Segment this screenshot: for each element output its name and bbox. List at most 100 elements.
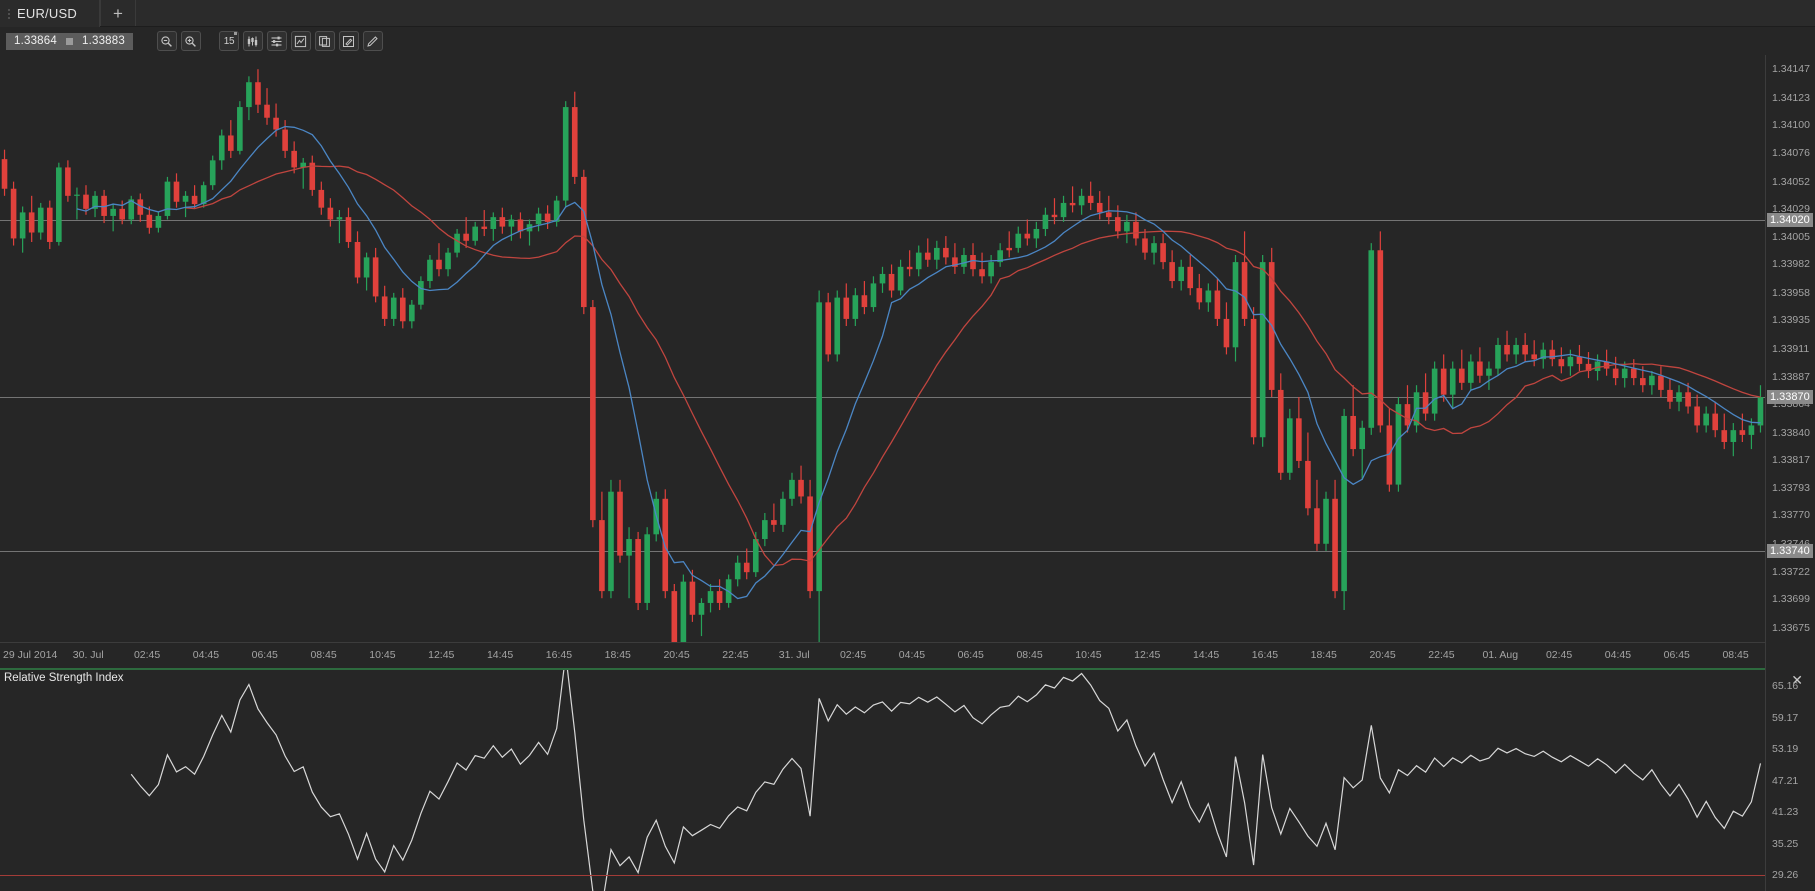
- pane-splitter[interactable]: [0, 668, 1765, 670]
- tab-grip-icon: [8, 8, 10, 19]
- time-axis-tick: 04:45: [898, 649, 926, 661]
- price-axis-tick: 1.33887: [1772, 370, 1810, 383]
- tab-label: EUR/USD: [17, 6, 77, 21]
- zoom-out-icon: [161, 35, 173, 47]
- time-axis-tick: 18:45: [604, 649, 631, 661]
- ask-price: 1.33883: [81, 35, 125, 47]
- price-quote: 1.33864 1.33883: [6, 32, 133, 50]
- time-axis-tick: 14:45: [1192, 649, 1220, 661]
- price-axis[interactable]: 1.34147 1.34123 1.34100 1.34076 1.34052 1.340…: [1765, 55, 1815, 668]
- rsi-panel: Relative Strength Index ✕ 65.16 59.17 53.1…: [0, 668, 1815, 891]
- time-axis-tick: 20:45: [663, 649, 690, 661]
- chart-toolbar: 1.33864 1.33883 15: [0, 27, 1815, 55]
- time-axis[interactable]: 29 Jul 2014 30. Jul 02:45 04:45 06:45 08:45 10…: [0, 642, 1765, 668]
- price-axis-tick: 1.33911: [1772, 342, 1810, 355]
- price-axis-tick: 1.33722: [1772, 566, 1810, 579]
- time-axis-tick: 22:45: [722, 649, 749, 661]
- price-axis-tick: 1.33982: [1772, 258, 1810, 271]
- rsi-series: [130, 670, 1762, 891]
- rsi-plot-area[interactable]: [0, 670, 1765, 891]
- rsi-axis-tick: 59.17: [1772, 711, 1799, 724]
- indicators-button[interactable]: [290, 31, 311, 51]
- price-axis-tick: 1.33699: [1772, 593, 1810, 606]
- price-label-tag: 1.34020: [1767, 212, 1813, 227]
- time-axis-tick: 30. Jul: [72, 649, 104, 661]
- bid-price: 1.33864: [14, 35, 57, 47]
- rsi-axis-tick: 65.16: [1772, 680, 1799, 693]
- rsi-level-line: [0, 875, 1765, 877]
- indicator-icon: [295, 35, 307, 47]
- annotate-button[interactable]: [338, 31, 359, 51]
- price-axis-tick: 1.33793: [1772, 482, 1810, 495]
- price-gridline: [0, 550, 1765, 552]
- price-axis-tick: 1.33840: [1772, 426, 1810, 439]
- pencil-icon: [367, 35, 379, 47]
- price-gridline: [0, 219, 1765, 221]
- quote-separator-icon: [65, 37, 73, 45]
- time-axis-tick: 31. Jul: [778, 649, 810, 661]
- price-axis-tick: 1.33817: [1772, 453, 1810, 466]
- candlestick-icon: [248, 36, 258, 46]
- time-axis-tick: 02:45: [1545, 649, 1573, 661]
- settings-button[interactable]: [266, 31, 287, 51]
- price-gridline: [0, 397, 1765, 399]
- timeframe-label: 15: [223, 35, 235, 47]
- price-axis-tick: 1.34052: [1772, 175, 1810, 188]
- rsi-title: Relative Strength Index: [4, 672, 124, 684]
- price-axis-tick: 1.34147: [1772, 63, 1810, 76]
- time-axis-tick: 06:45: [1663, 649, 1690, 661]
- time-axis-tick: 08:45: [310, 649, 337, 661]
- zoom-in-button[interactable]: [180, 31, 201, 51]
- price-axis-tick: 1.34076: [1772, 147, 1810, 160]
- time-axis-tick: 12:45: [1134, 649, 1161, 661]
- timeframe-indicator-icon: [233, 32, 237, 35]
- time-axis-tick: 16:45: [545, 649, 573, 661]
- time-axis-tick: 14:45: [486, 649, 514, 661]
- price-chart-panel: 1.34147 1.34123 1.34100 1.34076 1.34052 1.340…: [0, 55, 1815, 668]
- timeframe-button[interactable]: 15: [218, 31, 239, 51]
- time-axis-tick: 08:45: [1722, 649, 1749, 661]
- time-axis-tick: 02:45: [133, 649, 161, 661]
- rsi-axis-tick: 47.21: [1772, 774, 1799, 787]
- rsi-axis-tick: 29.26: [1772, 869, 1799, 882]
- tab-bar-empty: [136, 0, 1815, 26]
- time-axis-tick: 10:45: [1075, 649, 1102, 661]
- price-axis-tick: 1.34100: [1772, 118, 1810, 131]
- time-axis-tick: 08:45: [1016, 649, 1043, 661]
- time-axis-tick: 04:45: [1604, 649, 1632, 661]
- chart-type-button[interactable]: [242, 31, 263, 51]
- rsi-axis-tick: 35.25: [1772, 837, 1799, 850]
- price-axis-tick: 1.33935: [1772, 314, 1810, 327]
- price-axis-tick: 1.34123: [1772, 91, 1810, 104]
- time-axis-tick: 29 Jul 2014: [3, 649, 58, 661]
- draw-button[interactable]: [362, 31, 383, 51]
- zoom-in-icon: [185, 35, 197, 47]
- time-axis-tick: 20:45: [1369, 649, 1396, 661]
- layers-button[interactable]: [314, 31, 335, 51]
- zoom-out-button[interactable]: [156, 31, 177, 51]
- price-axis-tick: 1.33770: [1772, 509, 1810, 522]
- time-axis-tick: 04:45: [192, 649, 220, 661]
- price-plot-area[interactable]: [0, 55, 1765, 642]
- price-axis-tick: 1.34005: [1772, 231, 1810, 244]
- price-label-tag: 1.33870: [1767, 390, 1813, 405]
- tab-bar: EUR/USD +: [0, 0, 1815, 27]
- time-axis-tick: 10:45: [369, 649, 396, 661]
- sliders-icon: [271, 36, 282, 46]
- time-axis-tick: 22:45: [1428, 649, 1455, 661]
- time-axis-tick: 12:45: [428, 649, 455, 661]
- price-axis-tick: 1.34029: [1772, 202, 1810, 215]
- time-axis-tick: 06:45: [957, 649, 984, 661]
- close-icon[interactable]: ✕: [1791, 672, 1803, 688]
- add-tab-button[interactable]: +: [99, 0, 136, 26]
- time-axis-tick: 16:45: [1251, 649, 1279, 661]
- tab-eur-usd[interactable]: EUR/USD: [0, 0, 100, 27]
- time-axis-tick: 01. Aug: [1482, 649, 1519, 661]
- time-axis-tick: 18:45: [1310, 649, 1337, 661]
- edit-icon: [343, 35, 355, 47]
- rsi-axis[interactable]: ✕ 65.16 59.17 53.19 47.21 41.23 35.25 29.26: [1765, 668, 1815, 891]
- candlestick-series: [1, 69, 1764, 642]
- layers-icon: [319, 35, 331, 47]
- price-axis-tick: 1.33675: [1772, 621, 1810, 634]
